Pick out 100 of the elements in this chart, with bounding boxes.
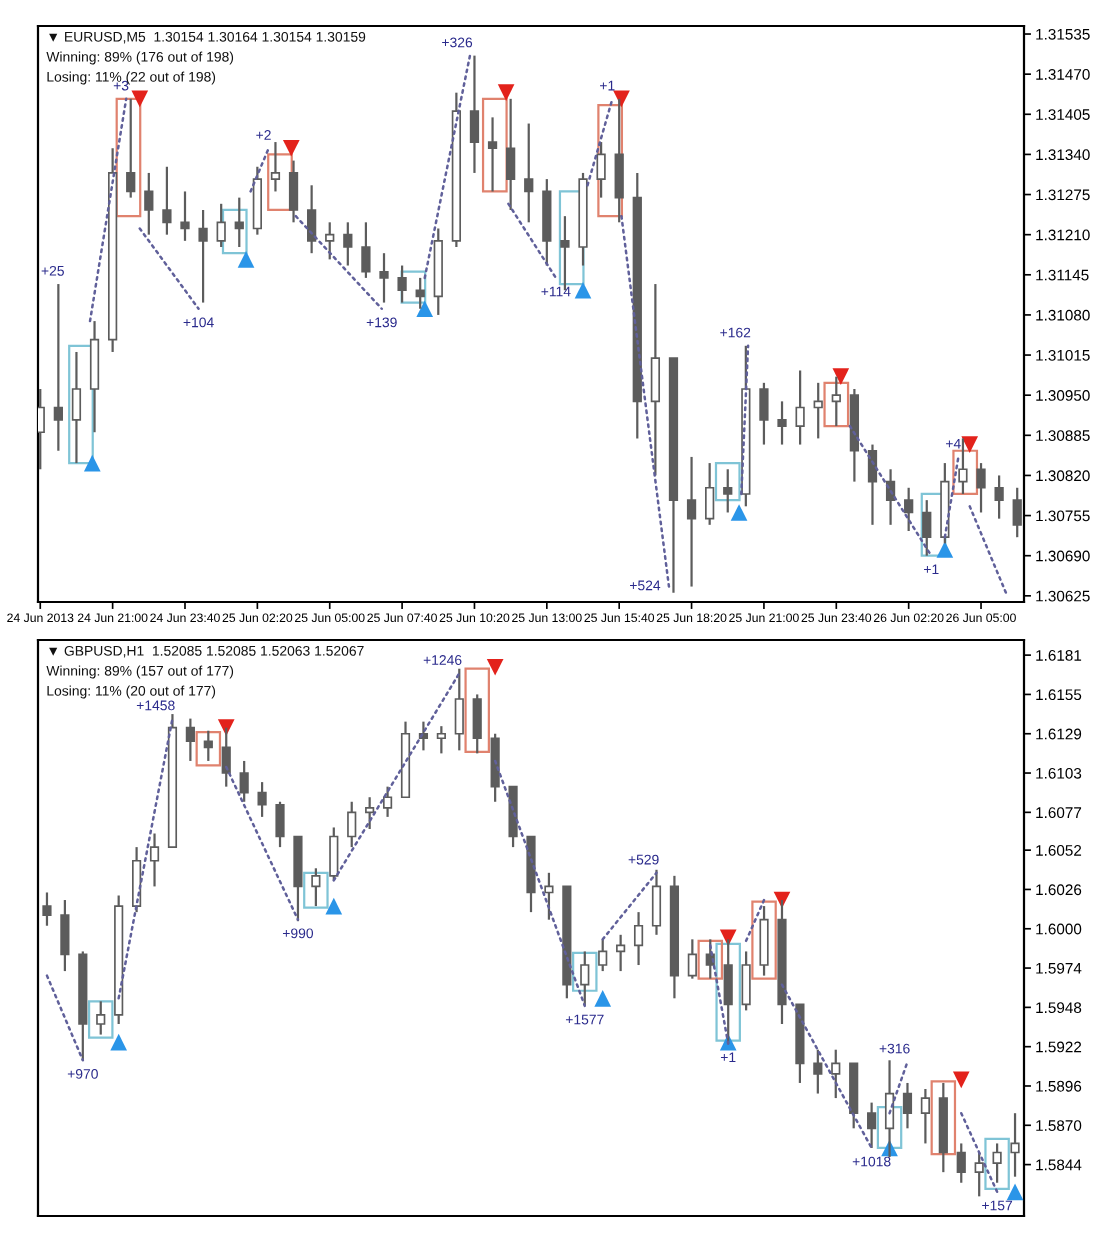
point <box>237 251 255 268</box>
point <box>952 1071 970 1089</box>
candlestick <box>544 871 554 921</box>
bar <box>481 97 508 193</box>
candlestick <box>614 97 624 224</box>
candlestick <box>454 667 464 752</box>
candlestick <box>216 202 226 249</box>
candlestick <box>902 1081 913 1130</box>
point <box>936 541 954 558</box>
candlestick <box>1012 486 1022 539</box>
bar <box>930 1080 957 1156</box>
candlestick <box>270 140 281 193</box>
candlestick <box>288 159 299 224</box>
bar <box>597 103 624 218</box>
candlestick <box>524 122 534 224</box>
candlestick <box>723 938 733 1045</box>
candlestick <box>311 867 321 908</box>
candlestick <box>38 387 45 471</box>
candlestick <box>53 282 63 452</box>
bar <box>400 270 427 304</box>
point <box>282 139 300 157</box>
candlestick <box>487 116 498 193</box>
point <box>497 84 515 102</box>
candlestick <box>506 97 516 212</box>
candlestick <box>596 140 606 199</box>
candlestick <box>325 221 335 261</box>
point <box>486 658 504 676</box>
candlestick <box>831 1048 841 1100</box>
candlestick <box>343 221 353 267</box>
candlestick <box>813 381 823 440</box>
candlestick <box>185 717 195 763</box>
point <box>730 504 748 521</box>
bar <box>115 97 142 218</box>
candlestick <box>361 221 371 279</box>
candlestick <box>651 868 662 936</box>
candlestick <box>598 938 608 973</box>
candlestick <box>42 891 52 927</box>
candlestick <box>379 252 389 304</box>
candlestick <box>234 196 244 249</box>
candlestick <box>96 1000 106 1036</box>
candlestick <box>162 165 172 236</box>
candlestick <box>813 1048 823 1095</box>
candlestick <box>126 97 136 199</box>
candlestick <box>867 1101 877 1150</box>
point <box>832 368 850 385</box>
point <box>325 897 343 915</box>
candlestick <box>382 785 393 818</box>
candlestick <box>616 933 626 973</box>
point <box>961 436 979 453</box>
candlestick <box>180 190 190 242</box>
candlestick <box>686 455 697 588</box>
point <box>719 929 737 947</box>
candlestick <box>705 461 715 526</box>
point <box>217 719 235 737</box>
candlestick <box>956 1142 966 1184</box>
candlestick <box>203 729 213 763</box>
candlestick <box>198 208 208 304</box>
candlestick <box>777 400 787 446</box>
candlestick <box>723 468 733 514</box>
bar <box>984 1137 1010 1190</box>
candlestick <box>71 350 82 465</box>
candlestick <box>472 693 482 755</box>
candlestick <box>415 276 425 310</box>
candlestick <box>149 832 160 888</box>
candlestick <box>976 461 986 514</box>
candlestick <box>144 171 154 236</box>
candlestick <box>759 904 769 977</box>
candlestick <box>275 800 285 849</box>
candlestick <box>307 184 317 255</box>
point <box>1006 1183 1024 1201</box>
candlestick <box>759 381 769 446</box>
candlestick <box>992 1142 1002 1184</box>
point <box>131 90 149 108</box>
point <box>594 989 612 1007</box>
candlestick <box>347 800 357 849</box>
candlestick <box>884 1059 895 1159</box>
candlestick <box>633 911 644 967</box>
candlestick <box>974 1151 984 1198</box>
bar <box>715 942 741 1042</box>
point <box>574 281 592 299</box>
candlestick <box>221 726 231 788</box>
candlestick <box>741 950 751 1012</box>
candlestick <box>469 54 480 175</box>
bar <box>952 449 979 496</box>
candlestick <box>436 725 446 755</box>
bar <box>221 208 248 255</box>
point <box>83 454 101 472</box>
candlestick <box>904 486 914 533</box>
candlestick <box>397 264 407 304</box>
candlestick <box>257 781 267 818</box>
candlestick <box>60 898 70 973</box>
bar <box>464 667 490 753</box>
candlestick <box>831 375 841 428</box>
candlestick <box>650 282 661 477</box>
candlestick <box>239 759 249 803</box>
candlestick <box>795 369 805 446</box>
bar <box>303 871 329 909</box>
candlestick <box>329 826 339 882</box>
candlestick <box>1010 1112 1020 1178</box>
candlestick <box>958 437 968 496</box>
